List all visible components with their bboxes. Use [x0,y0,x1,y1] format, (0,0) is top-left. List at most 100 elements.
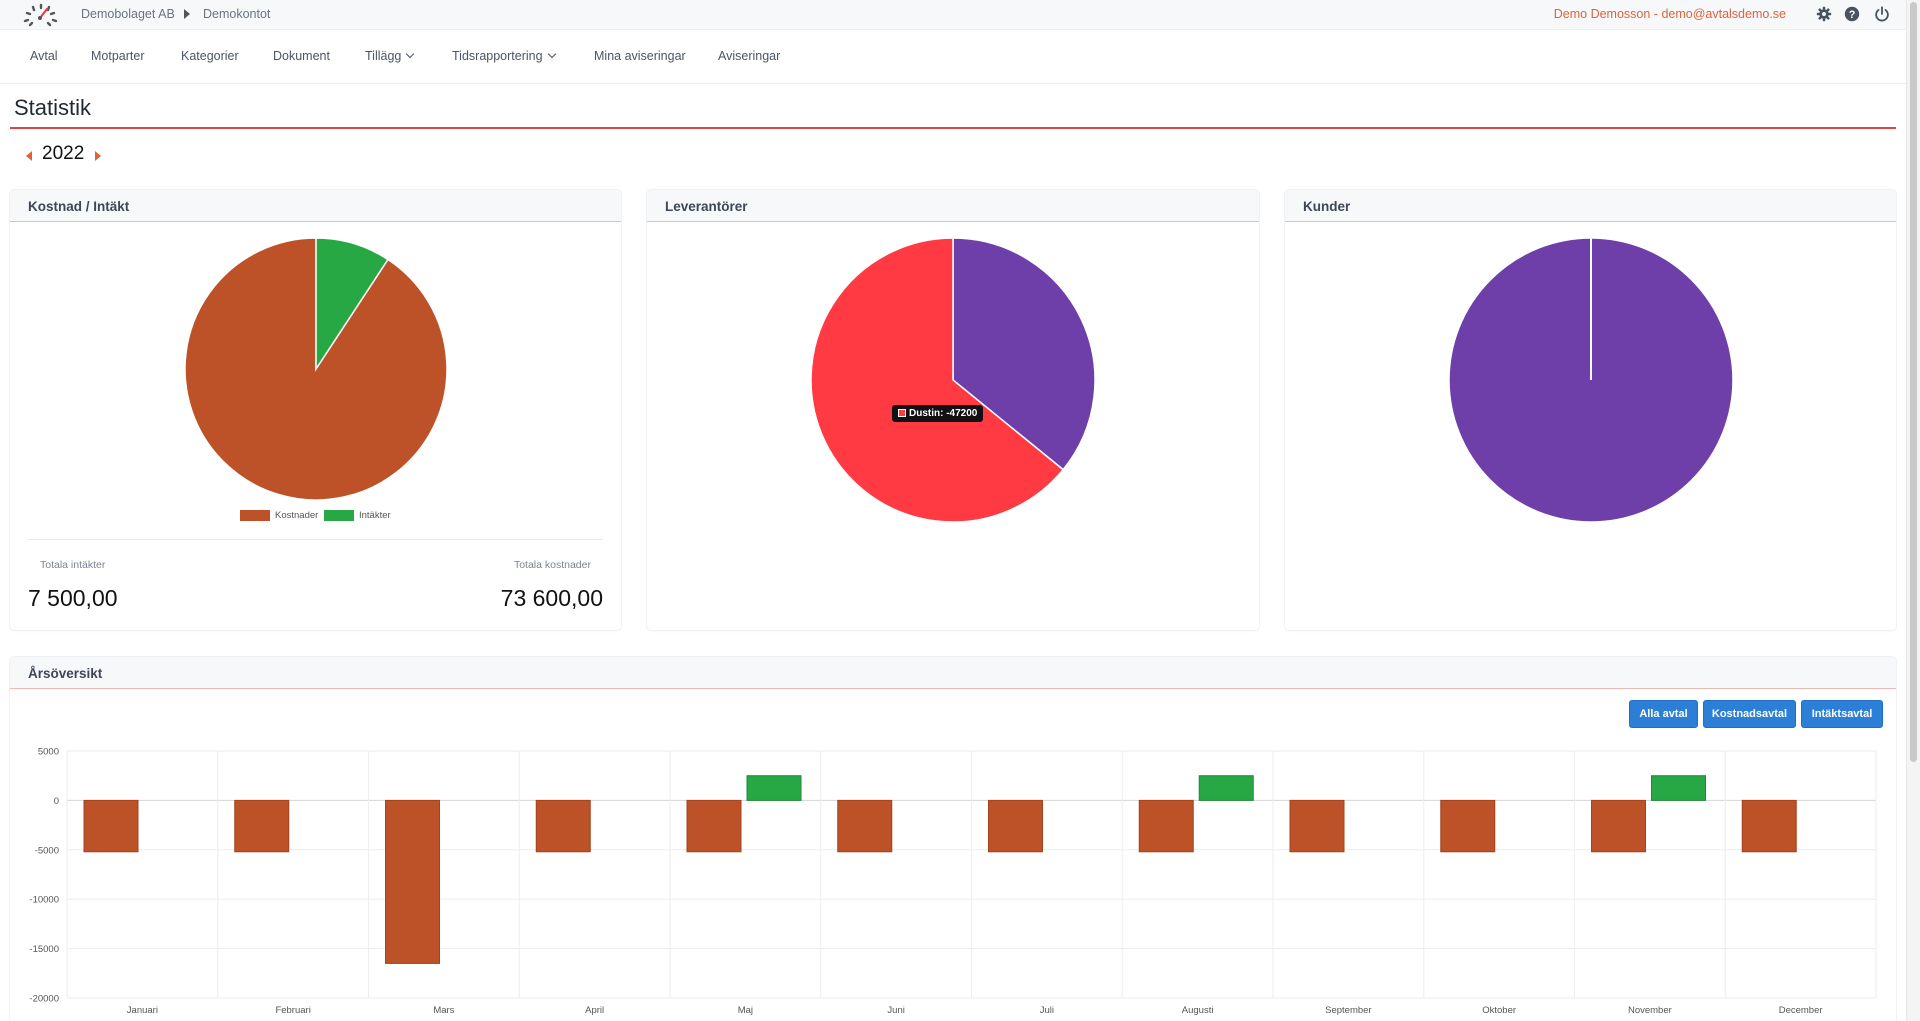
nav-item-label: Mina aviseringar [594,49,686,63]
suppliers-card: Leverantörer [647,190,1259,630]
x-tick-label: December [1779,1005,1823,1016]
x-tick-label: November [1628,1005,1672,1016]
year-label: 2022 [42,143,85,164]
nav-item-avtal[interactable]: Avtal [30,49,58,63]
x-tick-label: Juni [887,1005,904,1016]
nav-item-tidsrapportering[interactable]: Tidsrapportering [452,49,556,63]
cost-bar-oktober[interactable] [1440,799,1496,853]
cost-bar-maj[interactable] [686,799,742,853]
cost-bar-november[interactable] [1591,799,1646,853]
x-tick-label: Augusti [1182,1005,1214,1016]
nav-item-mina-aviseringar[interactable]: Mina aviseringar [594,49,686,63]
total-cost-label: Totala kostnader [513,559,591,571]
x-tick-label: April [585,1005,604,1016]
nav-item-aviseringar[interactable]: Aviseringar [718,49,780,63]
nav-item-tillagg[interactable]: Tillägg [365,49,415,63]
card-title: Leverantörer [665,199,748,214]
y-tick-label: -20000 [29,994,59,1005]
all-contracts-button[interactable]: Alla avtal [1629,700,1698,728]
cost-bar-januari[interactable] [83,799,139,853]
suppliers-pie-chart [810,237,1096,522]
totals-divider [28,539,603,540]
tooltip-swatch [898,409,906,417]
cost-contracts-button[interactable]: Kostnadsavtal [1703,700,1796,728]
card-title: Kostnad / Intäkt [28,199,130,214]
cost-bar-augusti[interactable] [1138,799,1194,853]
nav-item-label: Aviseringar [718,49,781,63]
income-contracts-button[interactable]: Intäktsavtal [1801,700,1883,728]
nav-item-dokument[interactable]: Dokument [273,49,330,63]
x-tick-label: Juli [1040,1005,1054,1016]
cost-bar-mars[interactable] [385,799,440,964]
pie-slice-dustin[interactable] [810,237,1065,522]
power-icon[interactable] [1873,5,1891,23]
card-header: Kostnad / Intäkt [10,190,621,222]
total-income-label: Totala intäkter [40,559,106,571]
legend-label-intakter: Intäkter [359,510,391,521]
help-icon[interactable]: ? [1843,5,1861,23]
main-nav: Avtal Motparter Kategorier Dokument Till… [0,30,1906,84]
cost-bar-juli[interactable] [988,799,1043,853]
cost-bar-april[interactable] [535,799,591,853]
cost-bar-december[interactable] [1741,799,1797,853]
total-cost-value: 73 600,00 [500,585,603,611]
card-header: Årsöversikt [10,657,1896,689]
y-tick-label: 0 [54,796,59,807]
card-header: Kunder [1285,190,1896,222]
x-tick-label: Oktober [1482,1005,1516,1016]
chevron-down-icon [547,49,556,59]
income-bar-augusti[interactable] [1198,775,1254,801]
card-header: Leverantörer [647,190,1259,222]
cost-bar-september[interactable] [1289,799,1345,853]
breadcrumb-company[interactable]: Demobolaget AB [81,7,175,21]
card-title: Årsöversikt [28,666,103,681]
gear-icon[interactable] [1815,5,1833,23]
nav-item-label: Motparter [91,49,145,63]
page-scrollbar[interactable] [1906,0,1920,1021]
nav-item-label: Avtal [30,49,58,63]
y-tick-label: 5000 [38,747,59,758]
year-overview-card: Årsöversikt [10,657,1896,1021]
previous-year-icon[interactable] [26,151,32,161]
nav-item-motparter[interactable]: Motparter [91,49,145,63]
pie-slice-intäkter[interactable] [315,237,389,372]
nav-item-label: Dokument [273,49,330,63]
cost-bar-februari[interactable] [234,799,290,853]
income-bar-november[interactable] [1651,775,1706,801]
cost-income-card: Kostnad / Intäkt Kostnader Intäkter Tota… [10,190,621,630]
top-bar: Demobolaget AB Demokontot Demo Demosson … [0,0,1906,30]
nav-item-label: Kategorier [181,49,239,63]
pie-slice-0[interactable] [952,237,1096,471]
chevron-down-icon [406,49,415,59]
nav-item-label: Tidsrapportering [452,49,543,63]
y-tick-label: -5000 [35,845,59,856]
total-income-value: 7 500,00 [28,585,118,611]
scrollbar-thumb[interactable] [1910,2,1917,762]
customers-card: Kunder [1285,190,1896,630]
legend-swatch-intakter [324,510,354,521]
cost-bar-juni[interactable] [837,799,893,853]
x-tick-label: Maj [738,1005,753,1016]
next-year-icon[interactable] [95,151,101,161]
chart-tooltip: Dustin: -47200 [892,405,984,422]
breadcrumb-separator-icon [184,9,190,19]
card-title: Kunder [1303,199,1351,214]
x-tick-label: September [1325,1005,1371,1016]
nav-item-label: Tillägg [365,49,402,63]
user-info-link[interactable]: Demo Demosson - demo@avtalsdemo.se [1553,7,1786,21]
income-bar-maj[interactable] [746,775,802,801]
page-title: Statistik [14,95,92,120]
x-tick-label: Januari [127,1005,158,1016]
svg-text:?: ? [1849,9,1856,21]
x-tick-label: Mars [433,1005,454,1016]
legend-swatch-kostnader [240,510,270,521]
legend-label-kostnader: Kostnader [275,510,319,521]
nav-item-kategorier[interactable]: Kategorier [181,49,239,63]
breadcrumb-account[interactable]: Demokontot [203,7,271,21]
y-tick-label: -10000 [29,895,59,906]
cost-income-pie-chart [184,237,448,501]
title-divider [10,127,1896,129]
customers-pie-chart [1448,237,1734,522]
year-overview-bar-chart: 5000 0 -5000 -10000 -15000 -20000 Januari Febru… [29,747,1877,1016]
logo-icon[interactable] [22,1,58,27]
